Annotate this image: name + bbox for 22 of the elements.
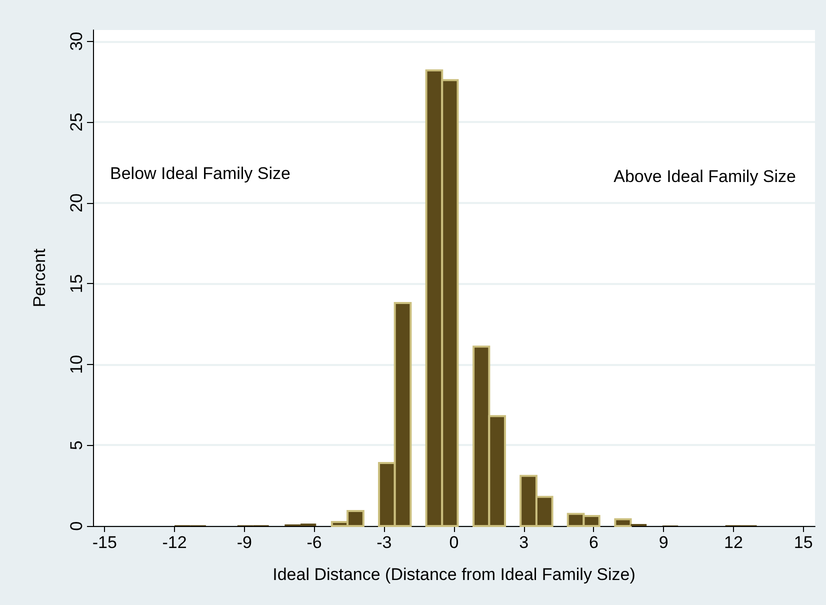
y-tick-label: 5 xyxy=(67,440,86,450)
y-tick-label: 10 xyxy=(67,354,86,374)
y-tick-label: 0 xyxy=(67,521,86,531)
y-tick-label: 15 xyxy=(67,274,86,294)
x-axis-title: Ideal Distance (Distance from Ideal Family Size) xyxy=(272,565,636,584)
y-tick-label: 25 xyxy=(67,112,86,132)
x-tick-label: 3 xyxy=(519,533,529,552)
x-tick-label: -9 xyxy=(236,533,252,552)
y-tick-label: 20 xyxy=(67,193,86,212)
x-tick-label: 12 xyxy=(724,533,743,552)
x-tick-label: -12 xyxy=(162,533,187,552)
y-axis-title: Percent xyxy=(30,248,49,308)
x-tick-label: -6 xyxy=(306,533,322,552)
x-tick-label: 6 xyxy=(589,533,598,552)
annotation: Below Ideal Family Size xyxy=(110,164,290,183)
x-tick-label: -15 xyxy=(92,533,117,552)
y-tick-label: 30 xyxy=(67,32,86,51)
x-tick-label: 9 xyxy=(658,533,668,552)
x-tick-label: 0 xyxy=(449,533,459,552)
x-tick-label: 15 xyxy=(794,533,813,552)
x-tick-label: -3 xyxy=(376,533,392,552)
annotation: Above Ideal Family Size xyxy=(614,167,796,186)
